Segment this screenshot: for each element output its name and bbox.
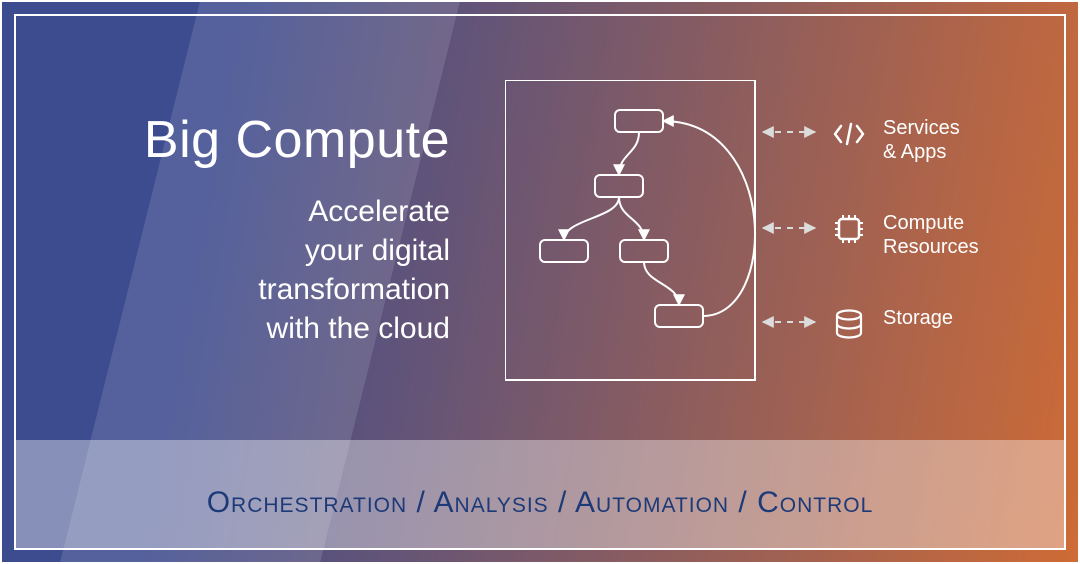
service-label: Storage bbox=[883, 307, 953, 329]
service-label: Services bbox=[883, 117, 960, 139]
tagline: Accelerateyour digitaltransformationwith… bbox=[90, 192, 450, 348]
title: Big Compute bbox=[90, 110, 450, 170]
database-icon bbox=[837, 311, 861, 338]
workflow-frame bbox=[505, 80, 755, 380]
workflow-edge bbox=[644, 262, 679, 305]
code-icon bbox=[835, 124, 863, 144]
workflow-feedback-edge bbox=[663, 121, 755, 316]
workflow-edge bbox=[619, 197, 644, 240]
workflow-edge bbox=[619, 132, 639, 175]
workflow-node bbox=[595, 175, 643, 197]
workflow-edge bbox=[564, 197, 619, 240]
service-label: Resources bbox=[883, 236, 979, 258]
workflow-node bbox=[615, 110, 663, 132]
workflow-node bbox=[655, 305, 703, 327]
footer-band: Orchestration / Analysis / Automation / … bbox=[16, 440, 1064, 548]
workflow-node bbox=[620, 240, 668, 262]
workflow-diagram: Services& Apps ComputeResources Storage bbox=[505, 80, 1060, 400]
service-label: Compute bbox=[883, 212, 964, 234]
diagram-area: Services& Apps ComputeResources Storage bbox=[505, 80, 1060, 400]
footer-text: Orchestration / Analysis / Automation / … bbox=[16, 486, 1064, 520]
service-label: & Apps bbox=[883, 141, 946, 163]
chip-icon bbox=[835, 215, 863, 243]
workflow-node bbox=[540, 240, 588, 262]
headline-block: Big Compute Accelerateyour digitaltransf… bbox=[90, 110, 450, 348]
